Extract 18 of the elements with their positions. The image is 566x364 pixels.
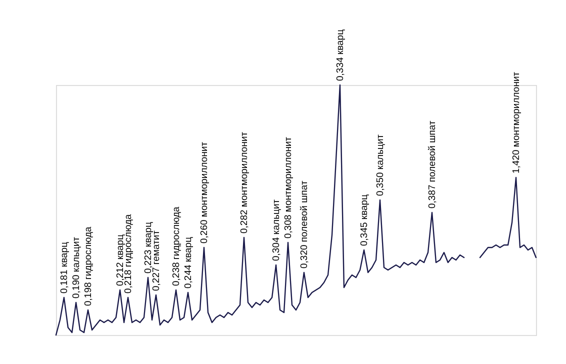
- annotation: 0,190 кальцит: [71, 236, 82, 298]
- annotation: 0,304 кальцит: [271, 198, 282, 261]
- annotation: 0,223 кварц: [143, 221, 154, 274]
- annotation: 0,181 кварц: [59, 241, 70, 294]
- annotation: 0,308 монтмориллонит: [283, 136, 294, 238]
- annotation: 0,345 кварц: [359, 194, 370, 246]
- annotation: 0,238 гидрослюда: [171, 206, 182, 286]
- annotation: 0,282 монтмориллонит: [239, 131, 250, 234]
- text: 0,334 кварц: [335, 28, 346, 81]
- annotation: 0,227 гематит: [151, 230, 162, 291]
- annotation: 0,387 полевой шпат: [427, 120, 438, 208]
- annotation: 0,260 монтмориллонит: [199, 141, 210, 244]
- annotation: 0,198 гидрослюда: [83, 226, 94, 306]
- annotation: 1,420 монтмориллонит: [511, 71, 522, 174]
- annotation: 0,320 полевой шпат: [299, 180, 310, 268]
- annotation: 0,244 кварц: [183, 236, 194, 288]
- annotation: 0,350 кальцит: [375, 134, 386, 196]
- annotation: 0,212 кварц: [115, 234, 126, 286]
